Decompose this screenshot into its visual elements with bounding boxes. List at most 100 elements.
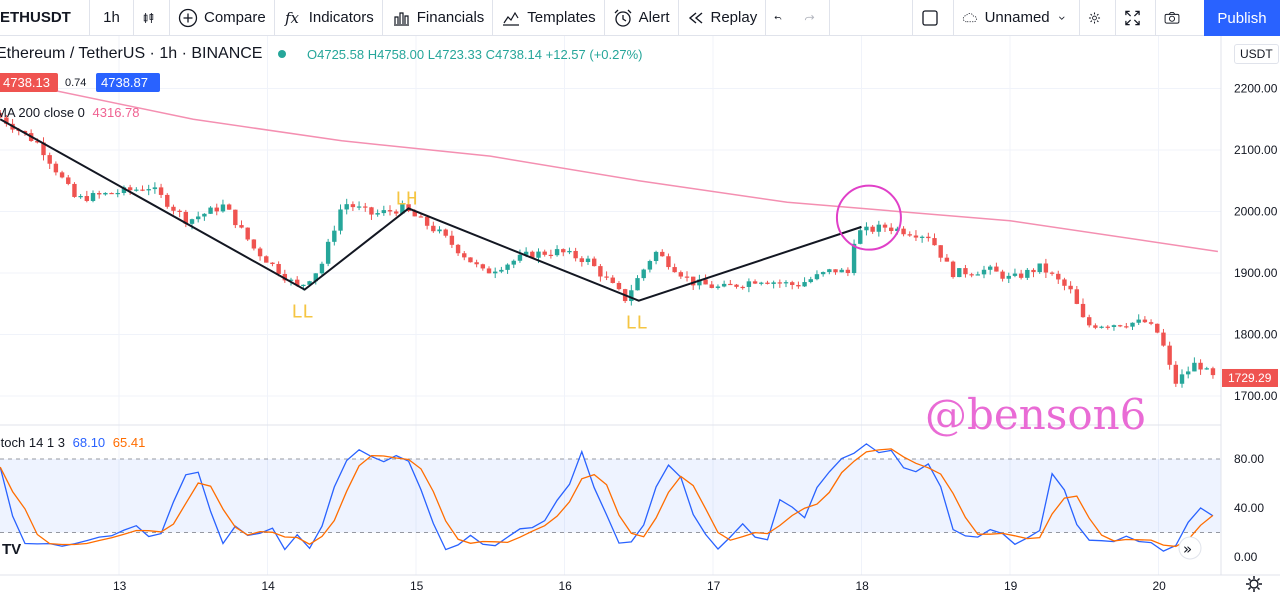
fullscreen-layout-button[interactable]	[912, 0, 955, 36]
financials-button[interactable]: Financials	[383, 0, 494, 36]
stoch-tick-label: 0.00	[1234, 550, 1258, 564]
replay-button[interactable]: Replay	[679, 0, 767, 36]
interval-button[interactable]: 1h	[90, 0, 134, 36]
candle-up	[839, 269, 844, 273]
stoch-k-line	[0, 443, 1214, 552]
candle-down	[684, 276, 690, 278]
candle-down	[443, 229, 448, 236]
candle-down	[1074, 289, 1080, 304]
pattern-annotations: LL LH LL	[292, 188, 648, 333]
candle-up	[536, 251, 541, 258]
market-status-dot	[278, 50, 286, 58]
layout-name-button[interactable]: Unnamed	[954, 0, 1081, 36]
candle-up	[697, 279, 702, 286]
candle-down	[1093, 325, 1098, 328]
axis-settings-icon[interactable]	[1246, 576, 1262, 592]
chart-area[interactable]: LL LH LL 2200.00 2100.00 2000.00 1900.00 1800.…	[0, 36, 1280, 596]
candle-up	[103, 192, 108, 195]
candle-up	[90, 193, 96, 201]
symbol-search[interactable]: ETHUSDT	[0, 0, 90, 36]
candle-up	[1111, 325, 1117, 327]
screenshot-button[interactable]	[1156, 0, 1194, 36]
candle-down	[907, 234, 912, 236]
pattern-label: LL	[626, 313, 648, 334]
settings-button[interactable]	[1080, 0, 1117, 36]
currency-label[interactable]: USDT	[1234, 44, 1279, 64]
candle-down	[66, 177, 71, 184]
candle-up	[152, 187, 158, 190]
candle-up	[1012, 273, 1018, 276]
gear-icon	[1089, 11, 1101, 24]
redo-button[interactable]	[796, 0, 831, 36]
candle-up	[523, 251, 529, 255]
candle-down	[486, 268, 492, 274]
candle-up	[808, 279, 813, 283]
stoch-legend[interactable]: Stoch 14 1 3 68.10 65.41	[0, 435, 145, 450]
bar-chart-icon	[393, 11, 409, 26]
candle-down	[592, 258, 597, 267]
candle-up	[975, 274, 981, 276]
candle-up	[895, 228, 900, 231]
sell-button[interactable]: 4738.13	[0, 73, 58, 92]
symbol-legend[interactable]: Ethereum / TetherUS · 1h · BINANCE	[0, 45, 262, 63]
candle-down	[295, 279, 300, 286]
candle-down	[84, 196, 90, 201]
candle-down	[4, 117, 9, 124]
time-tick-label: 13	[113, 579, 127, 593]
candle-up	[400, 204, 405, 214]
trend-line[interactable]	[0, 118, 862, 302]
candle-up	[288, 279, 294, 281]
candle-up	[1099, 326, 1104, 328]
indicators-button[interactable]: fx Indicators	[275, 0, 383, 36]
camera-icon	[1164, 11, 1180, 24]
candle-down	[610, 277, 615, 283]
candle-up	[115, 192, 120, 195]
candle-down	[412, 211, 417, 217]
candle-down	[350, 204, 356, 208]
highlight-circle[interactable]	[835, 184, 902, 251]
time-tick-label: 14	[262, 579, 276, 593]
candle-down	[598, 266, 603, 277]
chart-style-button[interactable]	[134, 0, 170, 36]
candle-up	[78, 196, 83, 198]
candle-down	[449, 235, 455, 245]
candle-down	[97, 193, 102, 195]
candle-down	[1173, 364, 1179, 384]
candle-up	[647, 261, 653, 270]
candle-down	[282, 273, 288, 281]
time-tick-label: 20	[1153, 579, 1167, 593]
alert-button[interactable]: Alert	[605, 0, 679, 36]
last-price-tag-bg	[1222, 368, 1278, 387]
stoch-d-value: 65.41	[112, 435, 146, 450]
templates-button[interactable]: Templates	[493, 0, 605, 36]
candle-down	[833, 269, 838, 273]
compare-button[interactable]: Compare	[170, 0, 275, 36]
publish-button[interactable]: Publish	[1204, 0, 1280, 36]
candle-down	[666, 256, 671, 268]
candle-up	[715, 286, 721, 288]
ma-legend[interactable]: MA 200 close 0 4316.78	[0, 105, 140, 120]
candle-up	[1006, 275, 1011, 279]
double-chevron-right-icon[interactable]: »	[1183, 540, 1192, 558]
undo-button[interactable]	[766, 0, 796, 36]
candle-up	[134, 189, 139, 191]
candle-up	[653, 251, 659, 262]
candle-down	[1080, 303, 1086, 318]
candle-down	[72, 183, 77, 197]
candle-down	[462, 253, 467, 258]
undo-icon	[774, 15, 782, 20]
candle-up	[356, 206, 362, 208]
candle-down	[177, 210, 182, 212]
candle-down	[1155, 323, 1160, 333]
fullscreen-button[interactable]	[1116, 0, 1157, 36]
candle-up	[802, 282, 807, 287]
buy-button[interactable]: 4738.87	[96, 73, 160, 92]
candle-up	[820, 272, 826, 275]
candle-down	[709, 284, 714, 288]
candle-down	[369, 207, 374, 215]
svg-text:fx: fx	[284, 9, 300, 27]
candle-down	[616, 282, 622, 290]
candle-down	[171, 206, 176, 211]
scroll-right-button[interactable]	[1178, 536, 1202, 560]
candle-up	[505, 264, 510, 270]
